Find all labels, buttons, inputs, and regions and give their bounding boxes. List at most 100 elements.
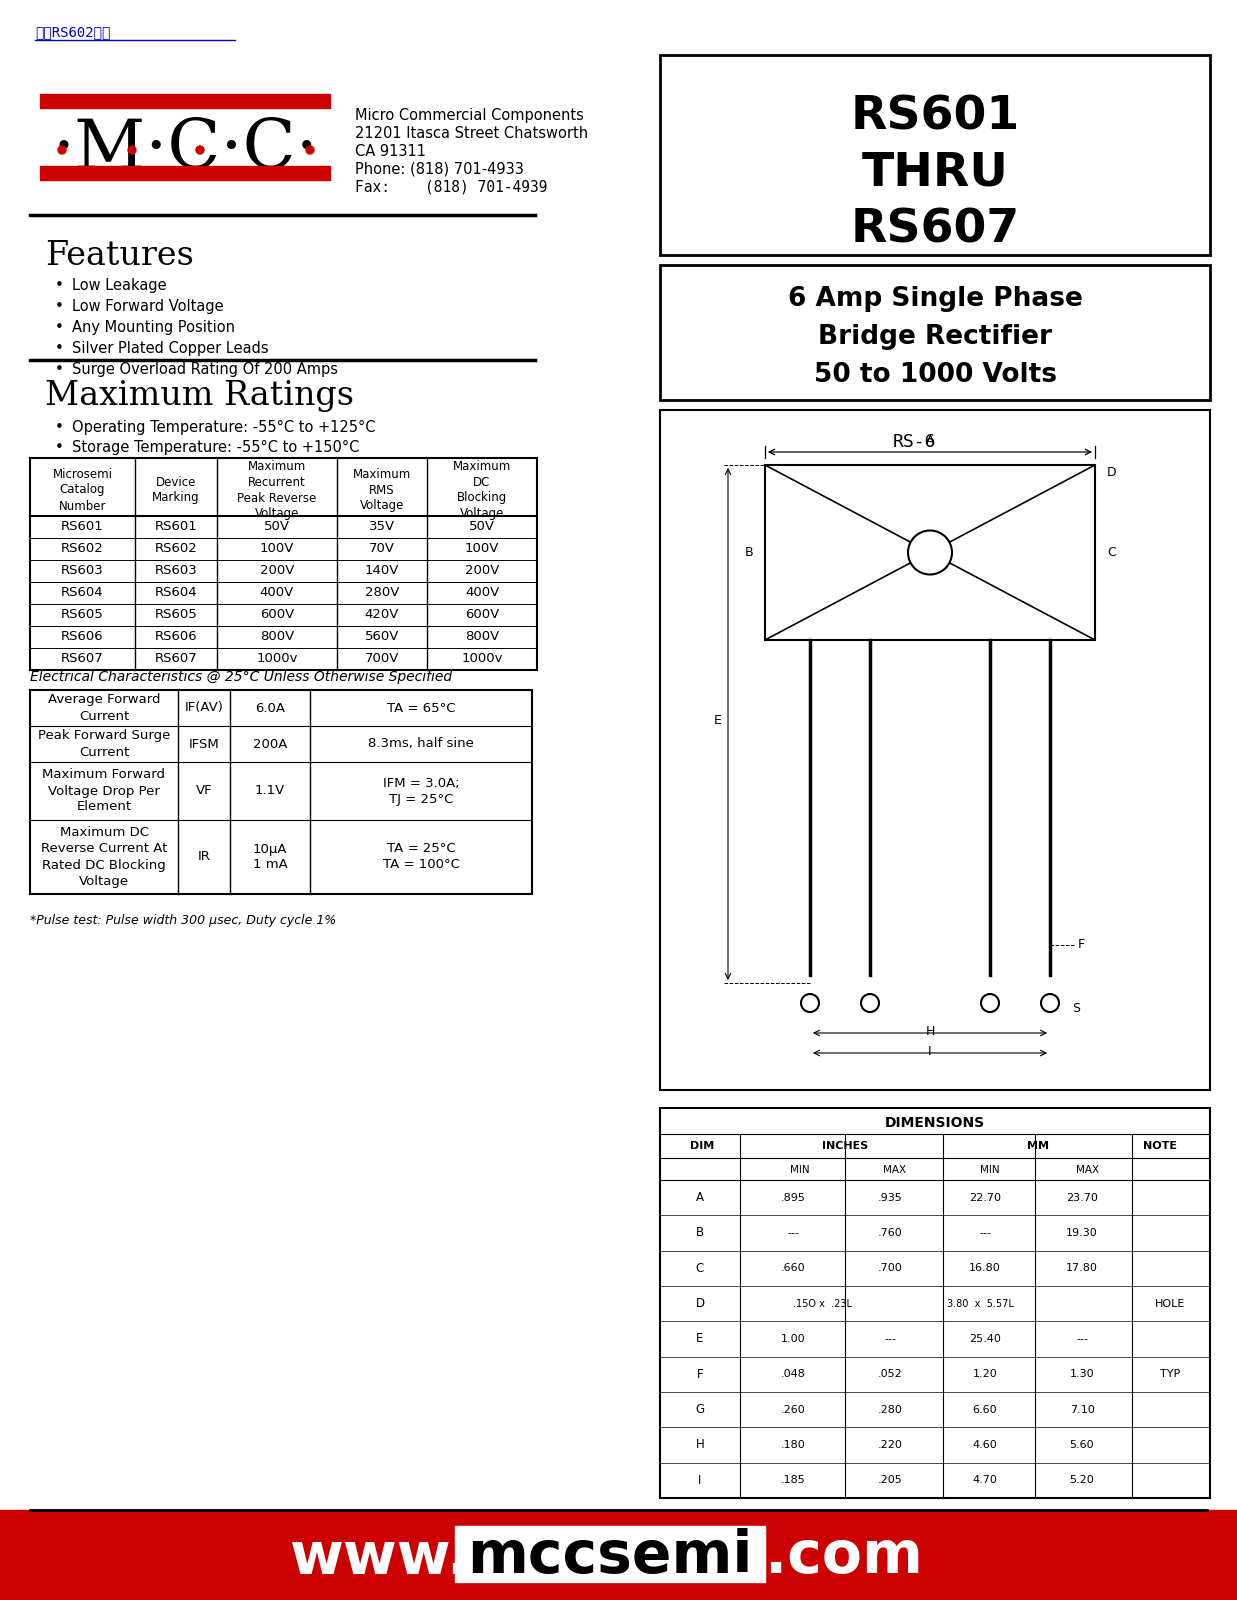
Text: 140V: 140V — [365, 565, 400, 578]
Text: 800V: 800V — [465, 630, 499, 643]
Text: •: • — [54, 320, 64, 334]
Bar — [40, 166, 330, 179]
Text: .220: .220 — [877, 1440, 903, 1450]
Text: .260: .260 — [781, 1405, 805, 1414]
Text: 1000v: 1000v — [461, 653, 502, 666]
Text: 35V: 35V — [369, 520, 395, 533]
Bar — [661, 54, 1210, 254]
Text: INCHES: INCHES — [821, 1141, 868, 1150]
Text: B: B — [745, 546, 753, 558]
Text: A: A — [925, 434, 934, 446]
Text: 3.80  x  5.57L: 3.80 x 5.57L — [948, 1299, 1014, 1309]
Text: TA = 65°C: TA = 65°C — [387, 701, 455, 715]
Text: RS603: RS603 — [61, 565, 104, 578]
Text: *Pulse test: Pulse width 300 μsec, Duty cycle 1%: *Pulse test: Pulse width 300 μsec, Duty … — [30, 914, 336, 926]
Text: Silver Plated Copper Leads: Silver Plated Copper Leads — [72, 341, 268, 357]
Text: THRU: THRU — [861, 150, 1008, 195]
Text: 23.70: 23.70 — [1066, 1192, 1098, 1203]
Bar — [764, 466, 1095, 640]
Text: 5.20: 5.20 — [1070, 1475, 1095, 1485]
Text: MAX: MAX — [1076, 1165, 1100, 1174]
Text: •: • — [54, 299, 64, 314]
Text: 100V: 100V — [465, 542, 500, 555]
Text: Operating Temperature: -55°C to +125°C: Operating Temperature: -55°C to +125°C — [72, 419, 376, 435]
Text: .052: .052 — [877, 1370, 902, 1379]
Text: .280: .280 — [877, 1405, 903, 1414]
Bar — [661, 410, 1210, 1090]
Text: RS606: RS606 — [155, 630, 198, 643]
Circle shape — [908, 531, 952, 574]
Text: 400V: 400V — [260, 587, 294, 600]
Text: G: G — [695, 1403, 705, 1416]
Text: 700V: 700V — [365, 653, 400, 666]
Text: H: H — [925, 1026, 935, 1038]
Text: •: • — [54, 362, 64, 378]
Text: 16.80: 16.80 — [969, 1264, 1001, 1274]
Text: 1.30: 1.30 — [1070, 1370, 1095, 1379]
Text: 560V: 560V — [365, 630, 400, 643]
Text: .660: .660 — [781, 1264, 805, 1274]
Text: TYP: TYP — [1160, 1370, 1180, 1379]
Text: IFSM: IFSM — [188, 738, 219, 750]
Text: S: S — [1072, 1002, 1080, 1014]
Text: H: H — [695, 1438, 704, 1451]
Text: .895: .895 — [781, 1192, 805, 1203]
Text: ---: --- — [884, 1334, 896, 1344]
Text: •: • — [54, 419, 64, 435]
Text: Maximum
DC
Blocking
Voltage: Maximum DC Blocking Voltage — [453, 459, 511, 520]
Text: 6.60: 6.60 — [972, 1405, 997, 1414]
Text: ---: --- — [978, 1229, 991, 1238]
Circle shape — [861, 994, 880, 1013]
Text: ---: --- — [1076, 1334, 1089, 1344]
Text: C: C — [696, 1262, 704, 1275]
Text: ---: --- — [787, 1229, 799, 1238]
Bar — [455, 1526, 764, 1582]
Text: 22.70: 22.70 — [969, 1192, 1001, 1203]
Text: RS601: RS601 — [61, 520, 104, 533]
Text: I: I — [699, 1474, 701, 1486]
Text: 600V: 600V — [465, 608, 499, 621]
Text: .205: .205 — [877, 1475, 902, 1485]
Text: Storage Temperature: -55°C to +150°C: Storage Temperature: -55°C to +150°C — [72, 440, 360, 454]
Text: Phone: (818) 701-4933: Phone: (818) 701-4933 — [355, 162, 524, 178]
Text: RS606: RS606 — [61, 630, 104, 643]
Text: 200A: 200A — [252, 738, 287, 750]
Bar — [0, 1510, 1237, 1600]
Circle shape — [1042, 994, 1059, 1013]
Text: RS605: RS605 — [155, 608, 198, 621]
Text: Low Forward Voltage: Low Forward Voltage — [72, 299, 224, 314]
Text: 200V: 200V — [465, 565, 500, 578]
Bar — [661, 266, 1210, 400]
Text: Maximum
Recurrent
Peak Reverse
Voltage: Maximum Recurrent Peak Reverse Voltage — [238, 459, 317, 520]
Text: 70V: 70V — [369, 542, 395, 555]
Text: 7.10: 7.10 — [1070, 1405, 1095, 1414]
Text: IF(AV): IF(AV) — [184, 701, 224, 715]
Text: Microsemi
Catalog
Number: Microsemi Catalog Number — [52, 467, 113, 512]
Text: 1.00: 1.00 — [781, 1334, 805, 1344]
Text: VF: VF — [195, 784, 213, 797]
Text: 6 Amp Single Phase
Bridge Rectifier
50 to 1000 Volts: 6 Amp Single Phase Bridge Rectifier 50 t… — [788, 286, 1082, 389]
Text: 50V: 50V — [263, 520, 289, 533]
Text: •: • — [54, 341, 64, 357]
Text: Average Forward
Current: Average Forward Current — [48, 693, 161, 723]
Text: TA = 25°C
TA = 100°C: TA = 25°C TA = 100°C — [382, 843, 459, 872]
Bar — [661, 1107, 1210, 1498]
Text: B: B — [696, 1227, 704, 1240]
Text: Peak Forward Surge
Current: Peak Forward Surge Current — [38, 730, 171, 758]
Text: RS601: RS601 — [155, 520, 198, 533]
Text: 6.0A: 6.0A — [255, 701, 285, 715]
Text: A: A — [696, 1190, 704, 1205]
Text: RS604: RS604 — [61, 587, 104, 600]
Circle shape — [195, 146, 204, 154]
Text: RS-6: RS-6 — [893, 434, 936, 451]
Text: 25.40: 25.40 — [969, 1334, 1001, 1344]
Text: ·M·C·C·: ·M·C·C· — [52, 117, 318, 182]
Circle shape — [58, 146, 66, 154]
Text: MIN: MIN — [790, 1165, 810, 1174]
Circle shape — [306, 146, 314, 154]
Text: 19.30: 19.30 — [1066, 1229, 1098, 1238]
Text: CA 91311: CA 91311 — [355, 144, 426, 158]
Text: E: E — [696, 1333, 704, 1346]
Text: 21201 Itasca Street Chatsworth: 21201 Itasca Street Chatsworth — [355, 126, 588, 141]
Text: HOLE: HOLE — [1155, 1299, 1185, 1309]
